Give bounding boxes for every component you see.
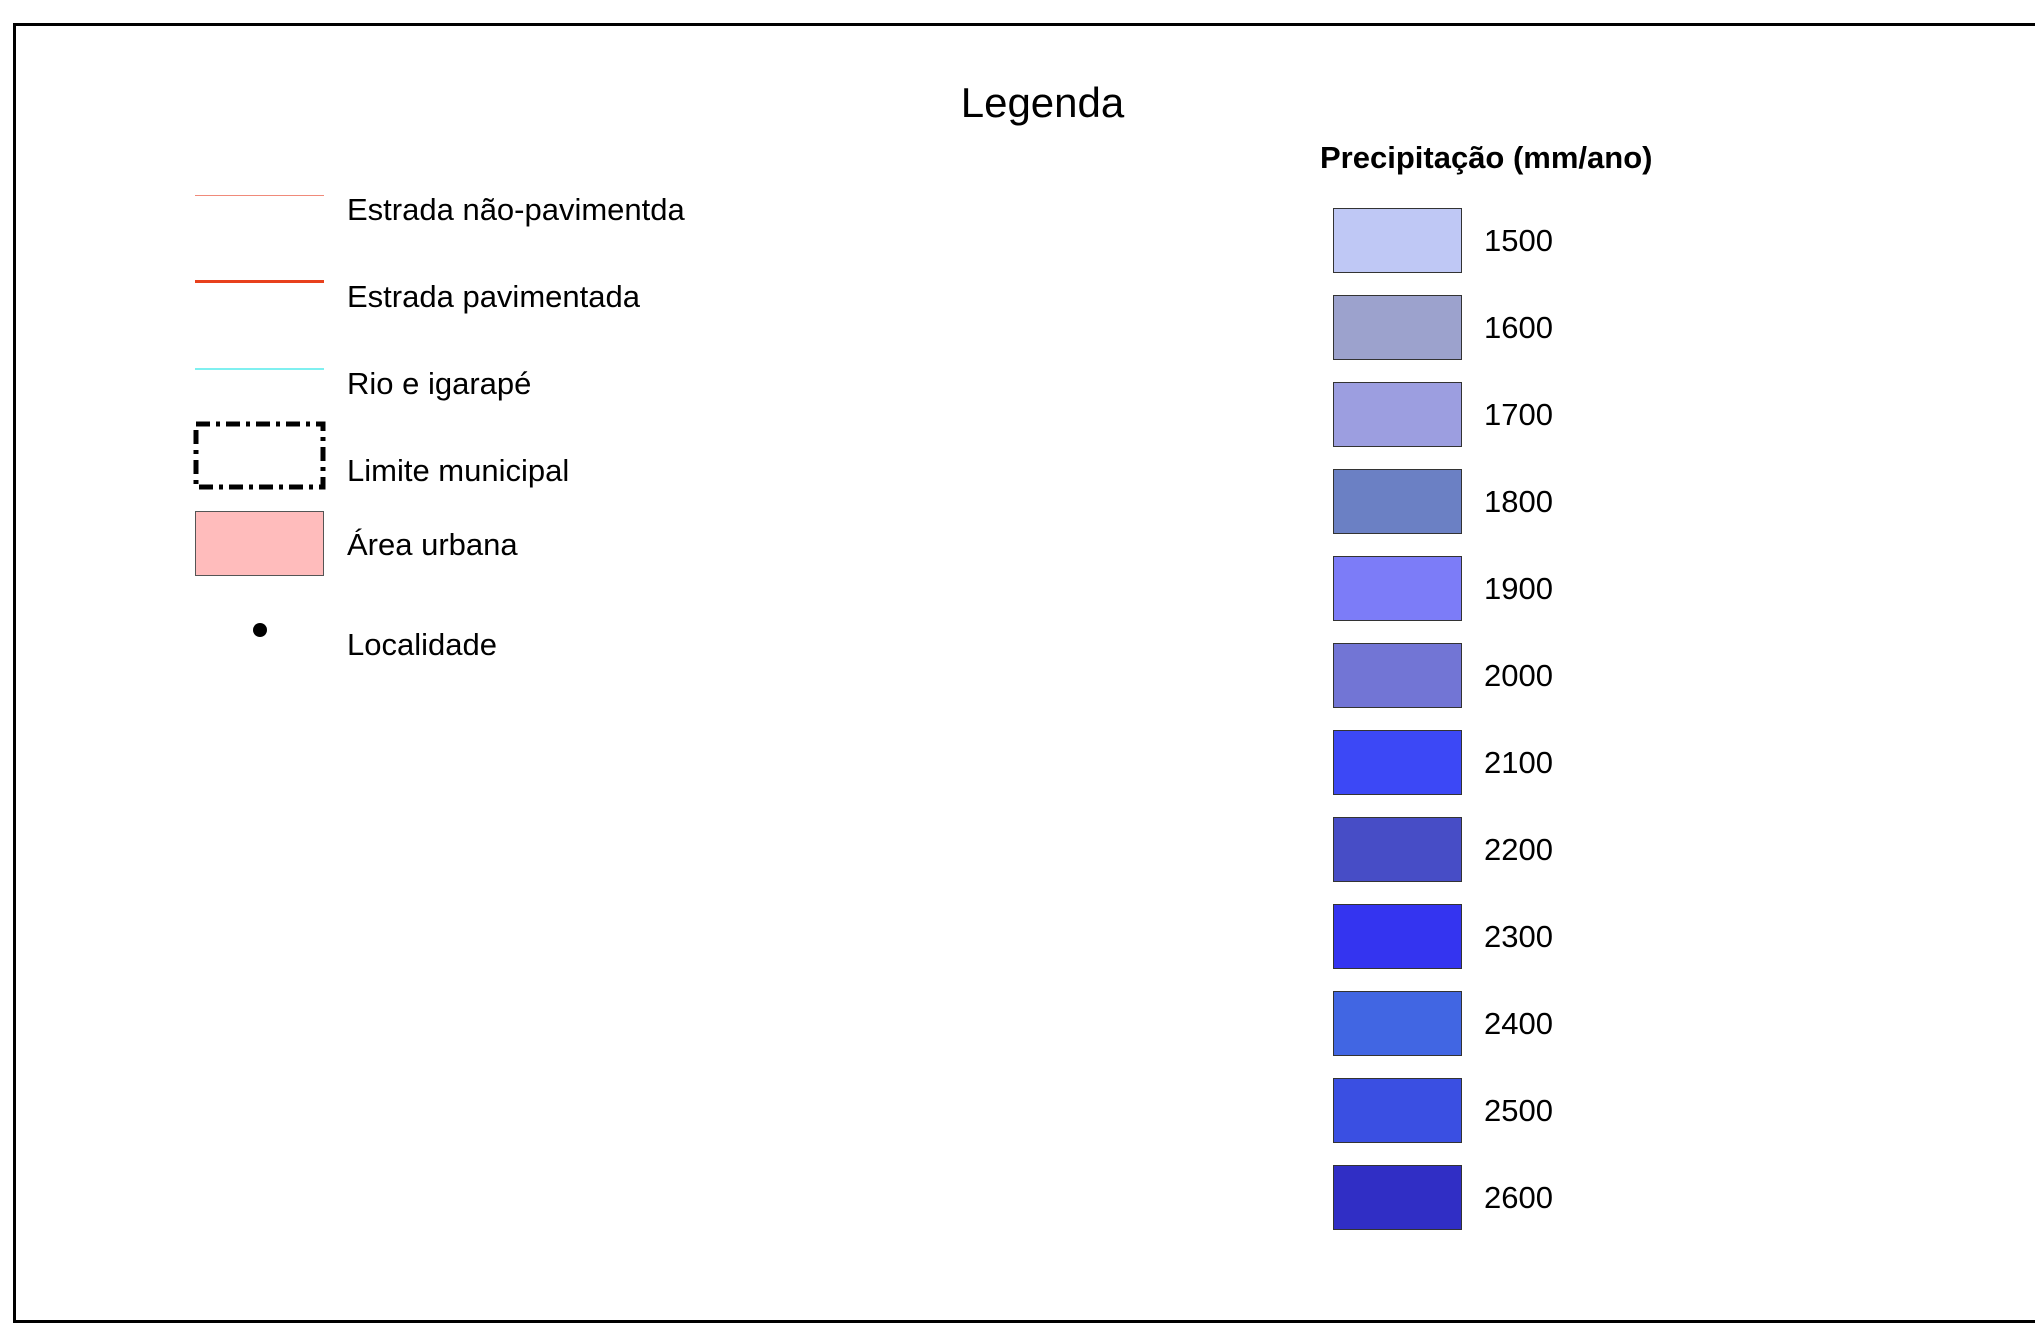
- precipitation-label-2000: 2000: [1484, 658, 1553, 693]
- river-label: Rio e igarapé: [347, 366, 532, 401]
- precipitation-swatch-2300: [1333, 904, 1462, 969]
- precipitation-swatch-1800: [1333, 469, 1462, 534]
- map-frame: [13, 23, 2035, 1323]
- precipitation-swatch-1900: [1333, 556, 1462, 621]
- precipitation-swatch-1600: [1333, 295, 1462, 360]
- precipitation-label-1700: 1700: [1484, 397, 1553, 432]
- precipitation-swatch-1700: [1333, 382, 1462, 447]
- urban-area-label: Área urbana: [347, 527, 518, 562]
- precipitation-label-2500: 2500: [1484, 1093, 1553, 1128]
- paved-road-label: Estrada pavimentada: [347, 279, 640, 314]
- precipitation-label-1500: 1500: [1484, 223, 1553, 258]
- paved-road-symbol: [195, 280, 324, 283]
- precipitation-label-2300: 2300: [1484, 919, 1553, 954]
- legend-title: Legenda: [960, 79, 1125, 126]
- precipitation-label-2600: 2600: [1484, 1180, 1553, 1215]
- precipitation-label-2400: 2400: [1484, 1006, 1553, 1041]
- locality-label: Localidade: [347, 627, 497, 662]
- unpaved-road-label: Estrada não-pavimentda: [347, 192, 685, 227]
- precipitation-swatch-2100: [1333, 730, 1462, 795]
- precipitation-label-2200: 2200: [1484, 832, 1553, 867]
- municipal-boundary-label: Limite municipal: [347, 453, 570, 488]
- precipitation-swatch-2600: [1333, 1165, 1462, 1230]
- precipitation-label-1900: 1900: [1484, 571, 1553, 606]
- urban-area-symbol: [195, 511, 324, 576]
- precipitation-title: Precipitação (mm/ano): [1320, 140, 1653, 175]
- precipitation-swatch-2400: [1333, 991, 1462, 1056]
- municipal-boundary-symbol: [193, 421, 326, 490]
- precipitation-swatch-1500: [1333, 208, 1462, 273]
- river-symbol: [195, 368, 324, 370]
- unpaved-road-symbol: [195, 195, 324, 196]
- precipitation-label-1800: 1800: [1484, 484, 1553, 519]
- locality-dot-symbol: [253, 623, 267, 637]
- precipitation-swatch-2000: [1333, 643, 1462, 708]
- precipitation-swatch-2500: [1333, 1078, 1462, 1143]
- precipitation-label-1600: 1600: [1484, 310, 1553, 345]
- precipitation-swatch-2200: [1333, 817, 1462, 882]
- precipitation-label-2100: 2100: [1484, 745, 1553, 780]
